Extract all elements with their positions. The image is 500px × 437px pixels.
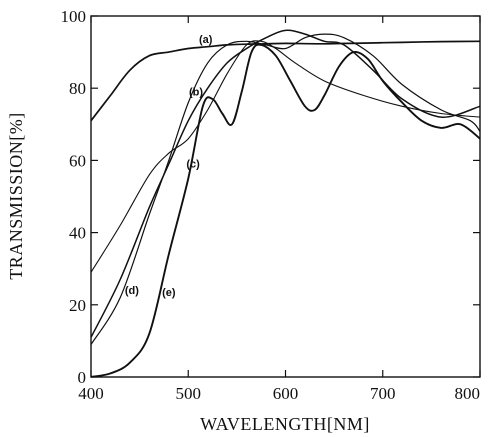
y-tick-label-60: 60: [69, 151, 86, 170]
series-line-b: [90, 40, 481, 273]
series-line-a: [90, 40, 481, 122]
x-tick-label-500: 500: [176, 384, 202, 403]
x-tick-label-600: 600: [273, 384, 299, 403]
series-label-b: (b): [189, 86, 203, 98]
labels-layer: (a) (b) (c) (d) (e): [125, 34, 213, 299]
y-tick-label-0: 0: [78, 368, 87, 387]
series-line-c: [90, 29, 481, 338]
curves-layer: [90, 29, 481, 378]
y-tick-label-80: 80: [69, 79, 86, 98]
series-label-d: (d): [125, 285, 139, 297]
plot-area-frame: [90, 15, 481, 378]
y-tick-label-40: 40: [69, 224, 86, 243]
y-tick-label-100: 100: [61, 7, 87, 26]
series-label-a: (a): [199, 34, 213, 46]
series-label-c: (c): [186, 159, 200, 171]
x-tick-label-700: 700: [370, 384, 396, 403]
series-line-e: [90, 43, 481, 378]
y-tick-label-20: 20: [69, 296, 86, 315]
x-tick-label-400: 400: [78, 384, 104, 403]
y-axis-title: TRANSMISSION[%]: [6, 112, 26, 280]
ticks-layer: 400 500 600 700 800 0 20 40 60 80 100: [61, 7, 481, 403]
x-tick-label-800: 800: [455, 384, 481, 403]
x-axis-title: WAVELENGTH[NM]: [200, 414, 370, 434]
series-line-d: [90, 33, 481, 345]
series-label-e: (e): [162, 287, 176, 299]
